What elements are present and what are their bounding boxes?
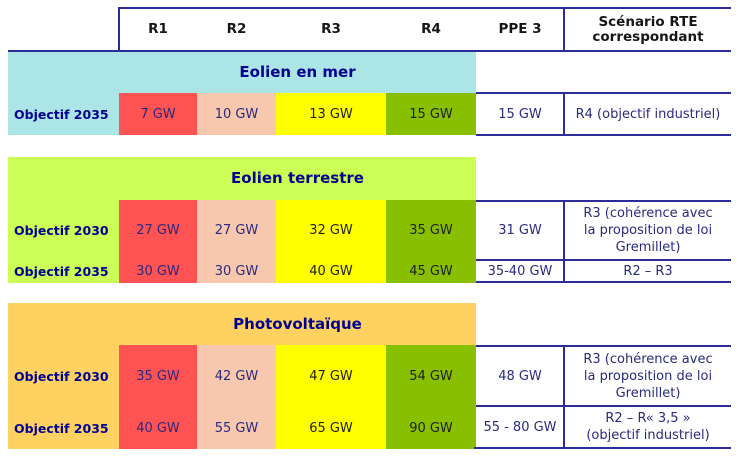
- cell-scenario: R2 – R3: [623, 264, 673, 279]
- row-border: [476, 281, 731, 283]
- cell-r2: 27 GW: [214, 222, 259, 238]
- cell-r1: 27 GW: [136, 222, 180, 238]
- col-divider: [563, 345, 565, 449]
- scenario-line: la proposition de loi: [583, 223, 713, 238]
- header-divider: [563, 7, 565, 52]
- cell-scenario: R3 (cohérence avec la proposition de loi…: [565, 347, 731, 405]
- cell-r2: 55 GW: [214, 420, 259, 436]
- cell-r3: 65 GW: [309, 420, 353, 436]
- cell-scenario: R3 (cohérence avec la proposition de loi…: [565, 202, 731, 259]
- col-header-scenario-line2: correspondant: [592, 28, 704, 45]
- r1-column-bg: [119, 345, 197, 449]
- cell-r4: 15 GW: [386, 93, 476, 135]
- scenario-line: Gremillet): [615, 240, 681, 255]
- cell-r2: 42 GW: [214, 368, 259, 384]
- row-border: [476, 92, 731, 94]
- cell-r2: 30 GW: [214, 264, 259, 279]
- row-label: Objectif 2035: [14, 264, 109, 279]
- cell-r3: 13 GW: [276, 93, 386, 135]
- row-border: [476, 405, 731, 407]
- scenario-line: R2 – R« 3,5 »: [605, 411, 691, 426]
- row-label: Objectif 2030: [14, 368, 109, 384]
- section-title-photovoltaique: Photovoltaïque: [233, 314, 362, 333]
- r3-column-bg: [276, 345, 386, 449]
- row-label: Objectif 2035: [14, 420, 109, 436]
- r2-column-bg: [197, 200, 276, 283]
- scenario-line: la proposition de loi: [583, 368, 713, 384]
- cell-r1: 30 GW: [136, 264, 180, 279]
- row-label: Objectif 2030: [14, 222, 109, 238]
- col-divider: [563, 92, 565, 135]
- row-border: [476, 259, 731, 261]
- section-title-eolien-en-mer: Eolien en mer: [239, 63, 356, 81]
- cell-r3: 32 GW: [309, 222, 353, 238]
- cell-r1: 7 GW: [119, 93, 197, 135]
- cell-r4: 35 GW: [409, 222, 453, 238]
- row-border: [476, 345, 731, 347]
- col-header-r1: R1: [148, 21, 168, 37]
- cell-r2: 10 GW: [197, 93, 276, 135]
- cell-r1: 35 GW: [136, 368, 180, 384]
- cell-r4: 54 GW: [409, 368, 453, 384]
- cell-r3: 47 GW: [309, 368, 353, 384]
- cell-scenario: R4 (objectif industriel): [575, 106, 721, 122]
- cell-ppe3: 55 - 80 GW: [483, 419, 557, 435]
- col-header-r4: R4: [421, 21, 441, 37]
- col-header-r2: R2: [226, 21, 247, 37]
- cell-ppe3: 15 GW: [498, 106, 542, 122]
- r4-column-bg: [386, 345, 476, 449]
- row-border: [474, 447, 731, 449]
- r4-column-bg: [386, 200, 476, 283]
- col-header-scenario-line1: Scénario RTE: [598, 13, 698, 30]
- col-header-ppe3: PPE 3: [498, 21, 542, 37]
- row-border: [476, 134, 731, 136]
- cell-r4: 45 GW: [409, 264, 453, 279]
- r3-column-bg: [276, 200, 386, 283]
- header-left-border: [118, 7, 120, 52]
- col-divider: [563, 200, 565, 283]
- scenario-line: R3 (cohérence avec: [583, 351, 713, 367]
- header-bottom-border: [8, 50, 731, 52]
- cell-ppe3: 48 GW: [498, 368, 542, 384]
- col-header-scenario: Scénario RTE correspondant: [565, 9, 731, 50]
- cell-ppe3: 35-40 GW: [487, 264, 553, 279]
- r1-column-bg: [119, 200, 197, 283]
- section-title-eolien-terrestre: Eolien terrestre: [231, 169, 364, 187]
- row-border: [476, 200, 731, 202]
- cell-r4: 90 GW: [409, 420, 453, 436]
- scenario-line: Gremillet): [615, 385, 681, 401]
- scenario-line: R3 (cohérence avec: [583, 206, 713, 221]
- row-label: Objectif 2035: [14, 106, 109, 122]
- r2-column-bg: [197, 345, 276, 449]
- header-top-border: [119, 7, 731, 9]
- col-header-r3: R3: [321, 21, 341, 37]
- cell-r1: 40 GW: [136, 420, 180, 436]
- cell-ppe3: 31 GW: [498, 223, 542, 238]
- scenario-line: (objectif industriel): [586, 428, 710, 443]
- cell-r3: 40 GW: [309, 264, 353, 279]
- cell-scenario: R2 – R« 3,5 » (objectif industriel): [565, 407, 731, 447]
